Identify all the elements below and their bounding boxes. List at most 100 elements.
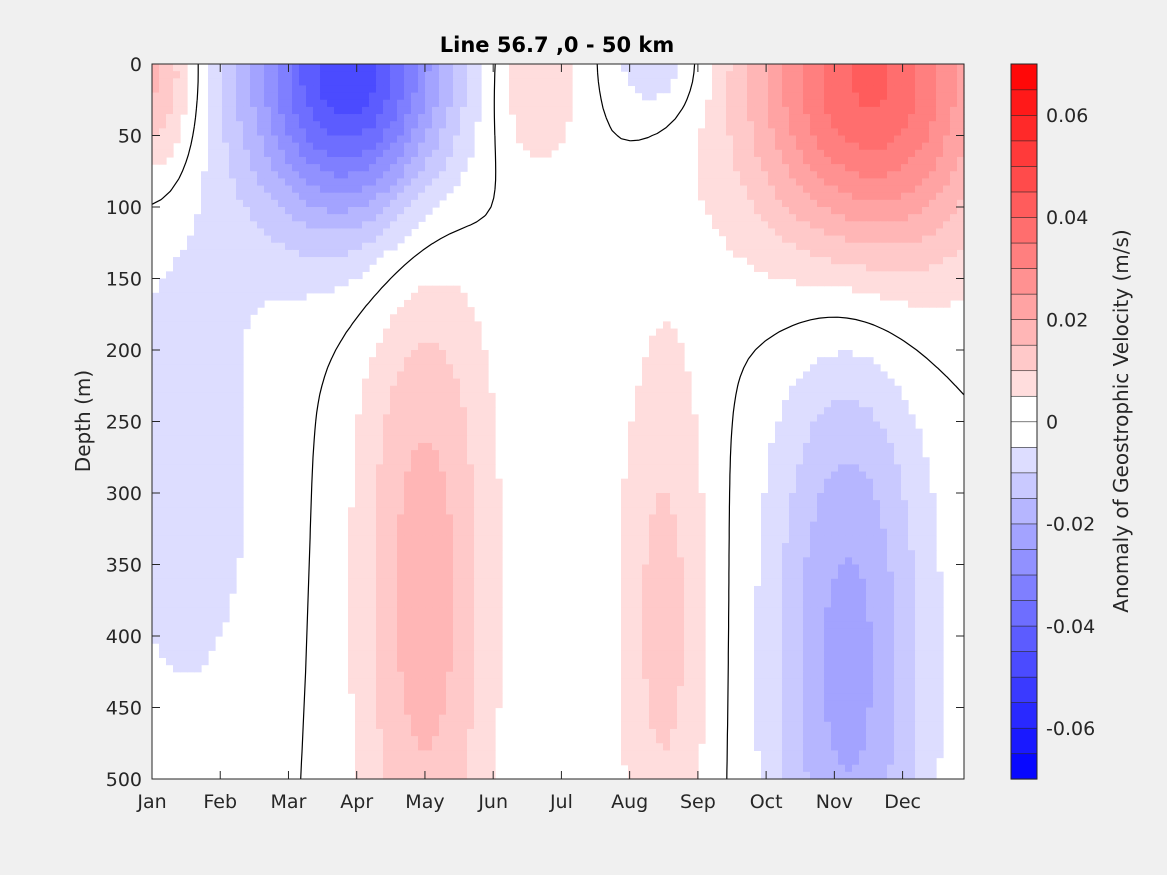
contour-cell [859, 571, 867, 580]
contour-cell [404, 593, 412, 601]
contour-cell [215, 64, 223, 72]
contour-cell [152, 114, 160, 122]
contour-cell [635, 435, 643, 444]
contour-cell [768, 78, 776, 87]
contour-cell [362, 400, 370, 408]
contour-cell [915, 221, 923, 230]
contour-cell [803, 571, 811, 580]
contour-cell [446, 550, 454, 558]
contour-cell [859, 514, 867, 523]
contour-cell [418, 485, 426, 494]
contour-cell [250, 92, 258, 101]
contour-cell [411, 578, 419, 587]
contour-cell [320, 285, 328, 294]
contour-cell [383, 357, 391, 365]
contour-cell [782, 228, 790, 237]
contour-cell [180, 342, 188, 351]
contour-cell [418, 600, 426, 608]
contour-cell [187, 299, 195, 308]
contour-cell [691, 421, 699, 430]
contour-cell [369, 528, 377, 537]
contour-cell [229, 264, 237, 272]
contour-cell [418, 328, 426, 337]
contour-cell [803, 585, 811, 594]
contour-cell [187, 543, 195, 551]
contour-cell [817, 435, 825, 444]
contour-cell [432, 450, 440, 458]
contour-cell [229, 442, 237, 451]
contour-cell [803, 500, 811, 508]
contour-cell [201, 335, 209, 344]
contour-cell [278, 228, 286, 237]
contour-cell [152, 493, 160, 501]
contour-cell [390, 450, 398, 458]
contour-cell [411, 64, 419, 72]
contour-cell [257, 164, 265, 172]
contour-cell [747, 128, 755, 137]
contour-cell [831, 507, 839, 516]
contour-cell [740, 171, 748, 179]
contour-cell [859, 378, 867, 387]
contour-cell [173, 528, 181, 537]
contour-cell [187, 550, 195, 558]
contour-cell [159, 114, 167, 122]
contour-cell [789, 550, 797, 558]
contour-cell [362, 257, 370, 265]
contour-cell [271, 128, 279, 137]
contour-cell [866, 264, 874, 272]
contour-cell [292, 99, 300, 108]
contour-cell [243, 235, 251, 244]
contour-cell [439, 307, 447, 315]
contour-cell [425, 185, 433, 194]
contour-cell [236, 142, 244, 151]
contour-cell [824, 371, 832, 380]
contour-cell [908, 292, 916, 301]
contour-cell [481, 521, 489, 530]
contour-cell [236, 314, 244, 322]
contour-cell [229, 357, 237, 365]
contour-cell [404, 135, 412, 144]
contour-cell [922, 500, 930, 508]
contour-cell [355, 593, 363, 601]
contour-cell [236, 299, 244, 308]
contour-cell [481, 428, 489, 437]
contour-cell [215, 600, 223, 608]
contour-cell [866, 178, 874, 187]
contour-cell [754, 156, 762, 165]
contour-cell [880, 471, 888, 480]
contour-cell [733, 199, 741, 208]
contour-cell [957, 99, 965, 108]
contour-cell [264, 292, 272, 301]
contour-cell [327, 156, 335, 165]
contour-cell [915, 64, 923, 72]
contour-cell [432, 421, 440, 430]
contour-cell [663, 407, 671, 415]
contour-cell [824, 106, 832, 115]
contour-cell [789, 185, 797, 194]
contour-cell [712, 78, 720, 87]
contour-cell [929, 128, 937, 137]
contour-cell [810, 271, 818, 280]
contour-cell [152, 514, 160, 523]
contour-cell [936, 85, 944, 94]
contour-cell [908, 228, 916, 237]
contour-cell [481, 442, 489, 451]
contour-cell [355, 207, 363, 215]
contour-cell [803, 493, 811, 501]
contour-cell [362, 557, 370, 566]
contour-cell [404, 335, 412, 344]
contour-cell [187, 585, 195, 594]
contour-cell [656, 335, 664, 344]
contour-cell [313, 285, 321, 294]
contour-cell [152, 371, 160, 380]
contour-cell [957, 135, 965, 144]
contour-cell [404, 535, 412, 544]
contour-cell [271, 235, 279, 244]
contour-cell [698, 564, 706, 573]
contour-cell [411, 493, 419, 501]
contour-cell [362, 493, 370, 501]
contour-cell [803, 428, 811, 437]
contour-cell [880, 149, 888, 158]
contour-cell [901, 421, 909, 430]
contour-cell [362, 535, 370, 544]
